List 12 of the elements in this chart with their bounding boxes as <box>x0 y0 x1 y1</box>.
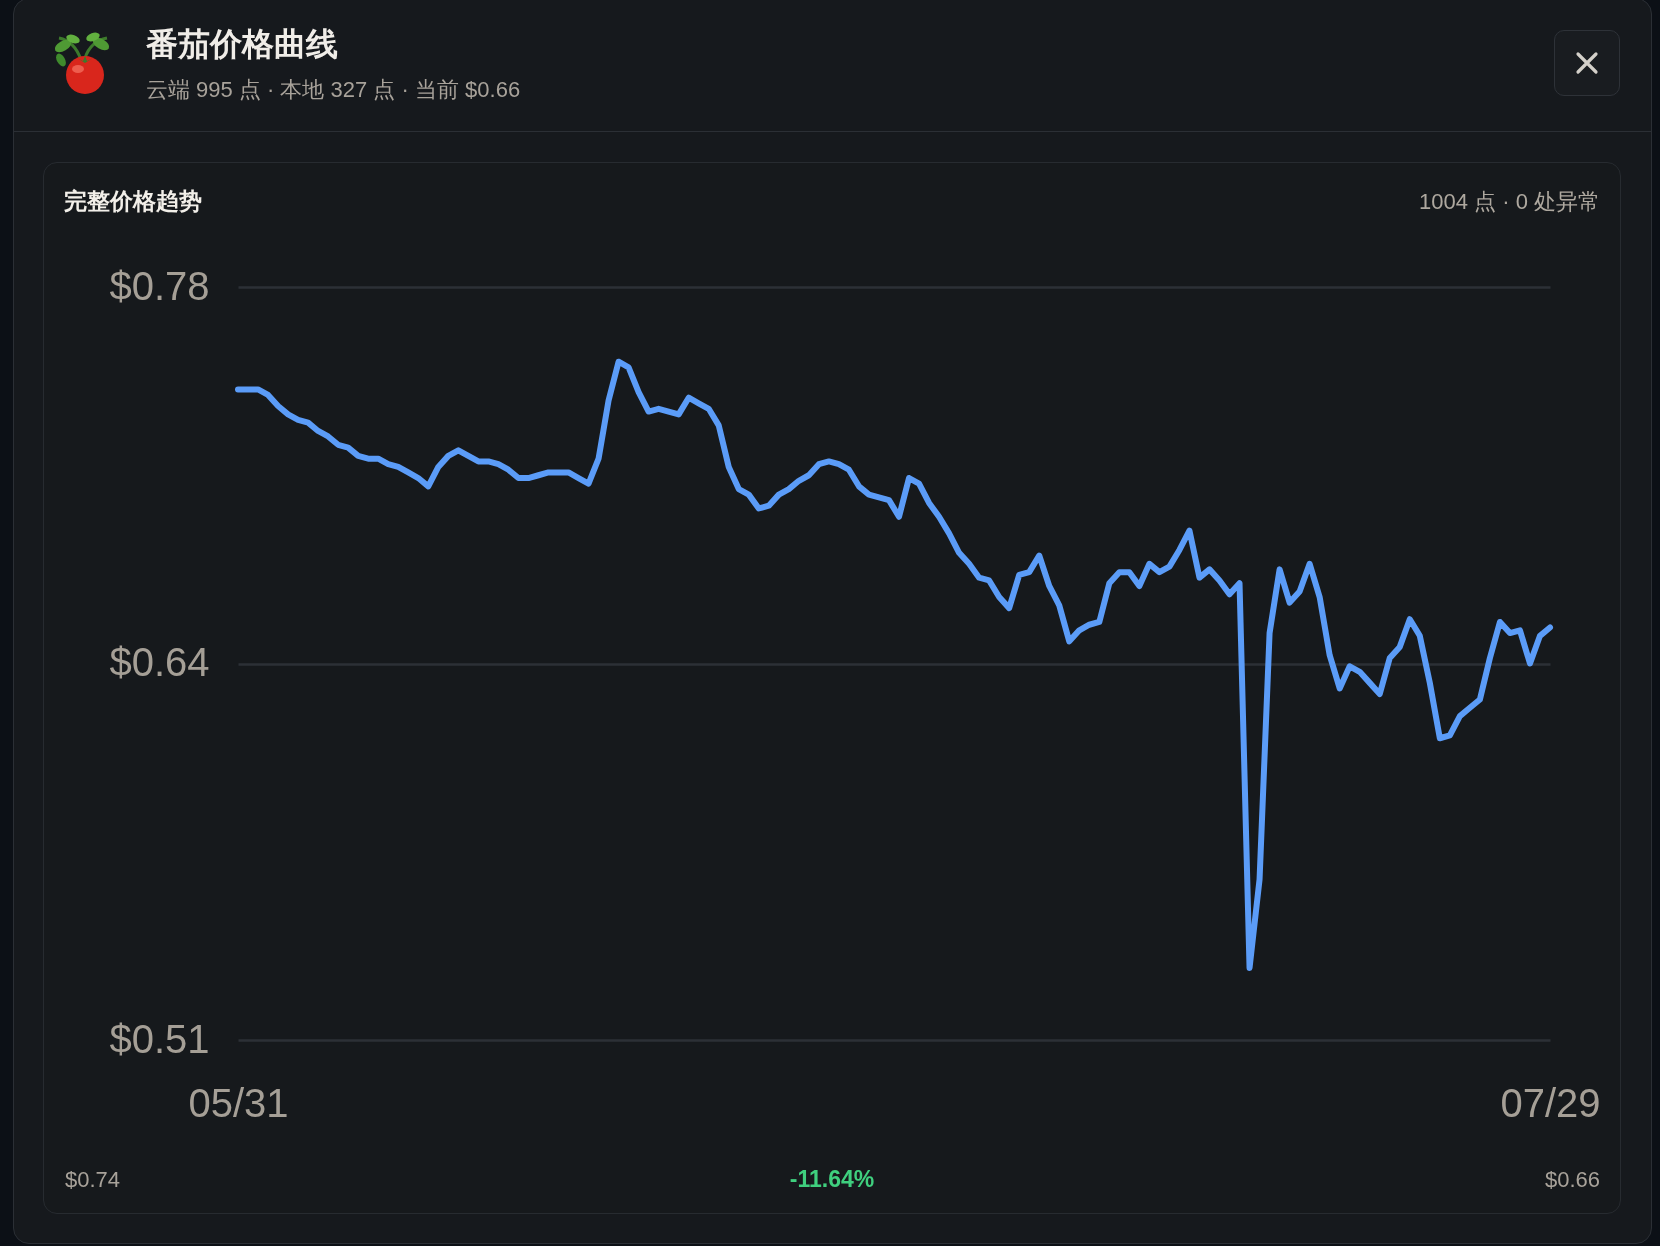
text: $0.74 <box>65 1166 121 1194</box>
text: -11.64% <box>789 1165 875 1193</box>
x-tick-label: 05/31 <box>188 1080 289 1125</box>
text: $0.66 <box>1544 1166 1600 1194</box>
y-tick-label: $0.78 <box>109 263 210 308</box>
x-tick-label: 07/29 <box>1500 1080 1601 1125</box>
text: 完整价格趋势 <box>64 187 202 215</box>
chart-subtitle: 云端 995 点 · 本地 327 点 · 当前 $0.66 <box>146 76 521 104</box>
text: 1004 点 · 0 处异常 <box>1419 188 1600 216</box>
y-tick-label: $0.51 <box>109 1016 210 1061</box>
chart-title: 番茄价格曲线 <box>146 25 338 64</box>
y-tick-label: $0.64 <box>109 640 210 684</box>
